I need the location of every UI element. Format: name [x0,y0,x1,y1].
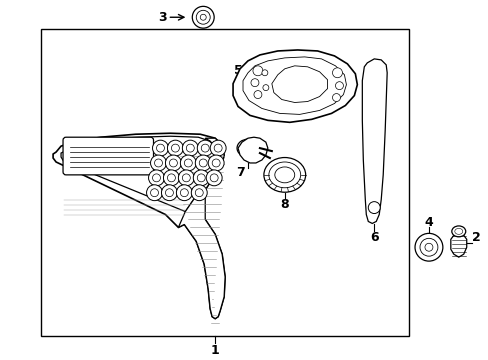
Circle shape [197,174,205,182]
Circle shape [152,140,168,156]
Circle shape [180,155,196,171]
Circle shape [195,189,203,197]
Circle shape [263,85,268,91]
Circle shape [197,140,213,156]
Circle shape [262,70,267,76]
Circle shape [196,10,210,24]
Circle shape [165,155,181,171]
Circle shape [146,185,162,201]
Circle shape [332,94,340,102]
Circle shape [201,144,209,152]
Circle shape [163,170,179,186]
Circle shape [367,202,380,213]
Circle shape [210,140,225,156]
Circle shape [182,140,198,156]
Circle shape [332,68,342,78]
Ellipse shape [264,158,305,192]
Text: 8: 8 [280,198,288,211]
Circle shape [192,6,214,28]
Circle shape [154,159,162,167]
Circle shape [184,159,192,167]
Text: 2: 2 [471,231,480,244]
Polygon shape [238,137,267,163]
Ellipse shape [274,167,294,183]
Polygon shape [450,233,466,257]
Ellipse shape [451,226,465,237]
Circle shape [165,189,173,197]
Polygon shape [61,136,217,212]
Polygon shape [178,138,224,319]
Ellipse shape [237,139,258,157]
Circle shape [253,91,262,99]
Circle shape [148,170,164,186]
Circle shape [186,144,194,152]
Circle shape [200,14,206,20]
Circle shape [193,170,209,186]
Circle shape [206,170,222,186]
Circle shape [171,144,179,152]
Circle shape [176,185,192,201]
Circle shape [414,233,442,261]
Circle shape [424,243,432,251]
Text: 4: 4 [424,216,432,229]
FancyBboxPatch shape [63,137,153,175]
Polygon shape [271,66,327,103]
Polygon shape [53,133,224,319]
Circle shape [178,170,194,186]
Circle shape [150,155,166,171]
Circle shape [191,185,207,201]
Circle shape [180,189,188,197]
Circle shape [169,159,177,167]
Text: 1: 1 [210,344,219,357]
Circle shape [150,189,158,197]
Ellipse shape [454,228,462,234]
Ellipse shape [268,162,300,188]
Polygon shape [362,59,386,224]
Circle shape [252,66,263,76]
Circle shape [214,144,222,152]
Circle shape [210,174,218,182]
Circle shape [156,144,164,152]
Polygon shape [243,57,346,114]
Circle shape [167,174,175,182]
Circle shape [212,159,220,167]
Circle shape [182,174,190,182]
Circle shape [335,82,343,90]
Circle shape [167,140,183,156]
Text: 5: 5 [233,64,242,77]
Text: 3: 3 [158,11,166,24]
Polygon shape [233,50,357,122]
Circle shape [152,174,160,182]
Circle shape [195,155,211,171]
Circle shape [250,79,258,87]
Bar [41,29,408,337]
Circle shape [419,238,437,256]
Circle shape [161,185,177,201]
Text: 7: 7 [235,166,244,179]
Circle shape [199,159,207,167]
Text: 6: 6 [369,231,378,244]
Circle shape [208,155,224,171]
